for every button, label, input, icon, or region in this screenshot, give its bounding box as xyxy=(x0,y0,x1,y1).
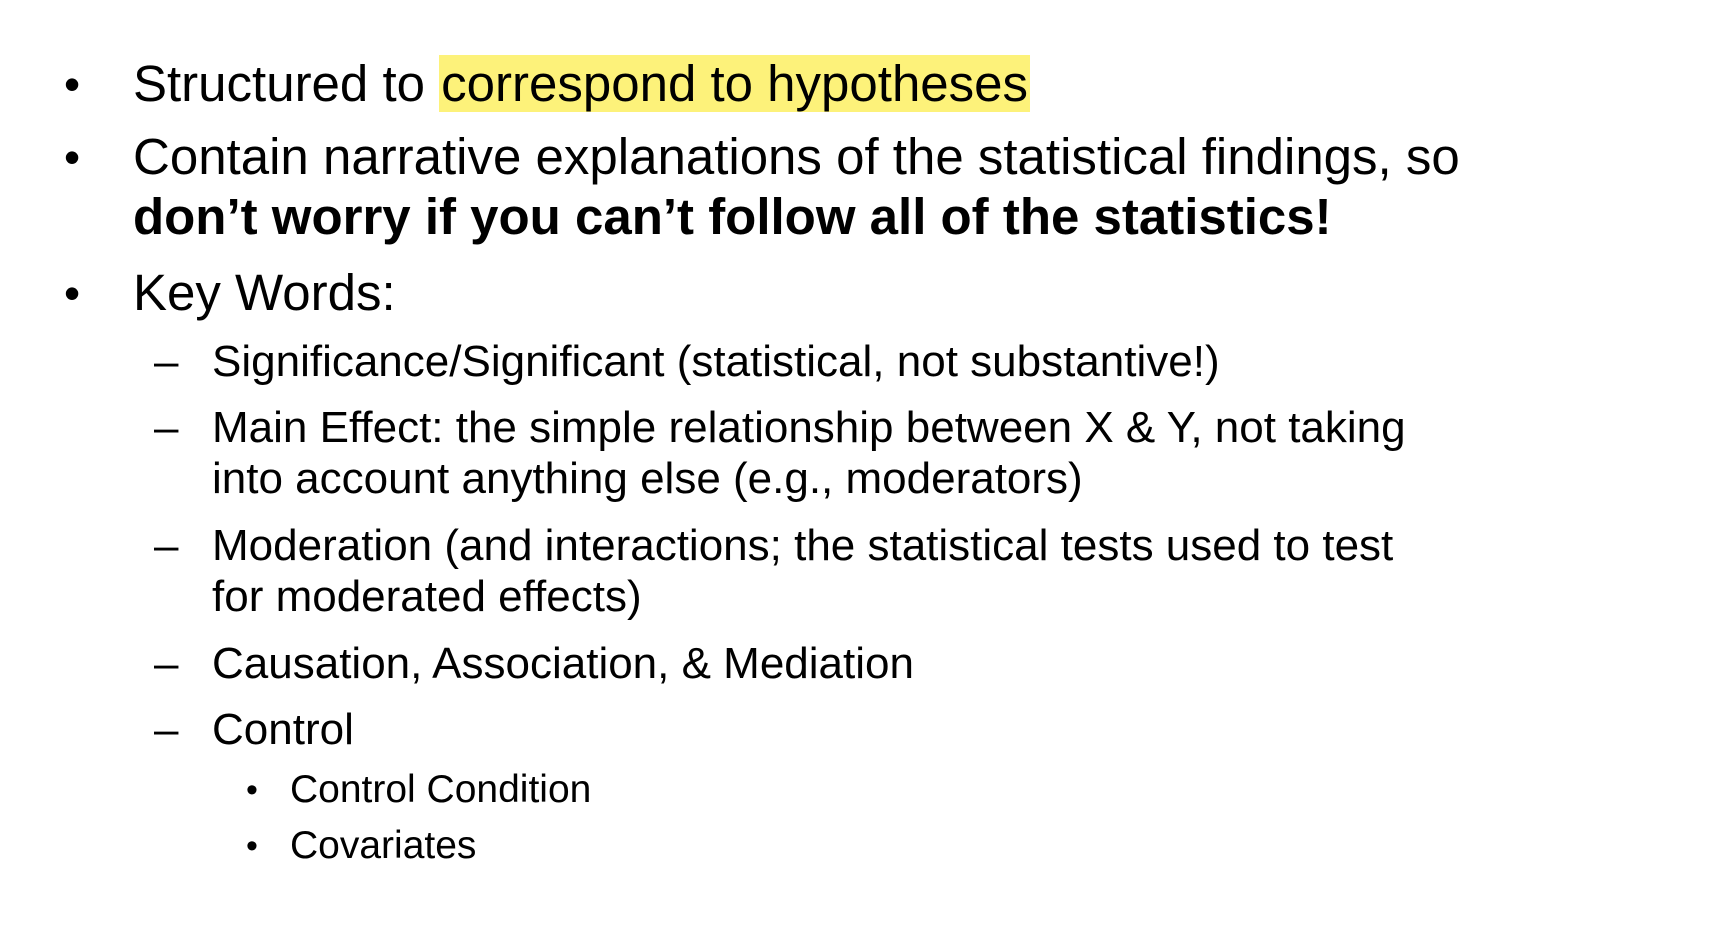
dash-marker: – xyxy=(154,337,179,386)
dash-marker: – xyxy=(154,403,179,452)
sub-sub-item-text: Control Condition xyxy=(290,768,592,811)
bullet-marker: • xyxy=(64,58,81,110)
dash-marker: – xyxy=(154,639,179,688)
sub-item-text-line2: into account anything else (e.g., modera… xyxy=(212,454,1083,503)
sub-item-text: Control xyxy=(212,705,354,754)
bullet-text-plain: Structured to xyxy=(133,55,440,112)
bullet-marker: • xyxy=(246,827,258,865)
sub-item-text: Significance/Significant (statistical, n… xyxy=(212,337,1220,386)
bullet-text-line1: Contain narrative explanations of the st… xyxy=(133,128,1460,185)
sub-item-text: Causation, Association, & Mediation xyxy=(212,639,914,688)
bullet-text: Structured to correspond to hypotheses xyxy=(133,55,1031,113)
bullet-marker: • xyxy=(64,131,81,183)
sub-item-text-line1: Moderation (and interactions; the statis… xyxy=(212,521,1394,570)
sub-item-text-line2: for moderated effects) xyxy=(212,572,642,621)
sub-item-text-line1: Main Effect: the simple relationship bet… xyxy=(212,403,1406,452)
bullet-text: Key Words: xyxy=(133,264,396,321)
bullet-marker: • xyxy=(246,771,258,809)
bullet-marker: • xyxy=(64,267,81,319)
dash-marker: – xyxy=(154,705,179,754)
highlighted-text: correspond to hypotheses xyxy=(439,55,1031,112)
sub-sub-item-text: Covariates xyxy=(290,824,477,867)
dash-marker: – xyxy=(154,521,179,570)
bold-emphasis-text: don’t worry if you can’t follow all of t… xyxy=(133,188,1332,245)
